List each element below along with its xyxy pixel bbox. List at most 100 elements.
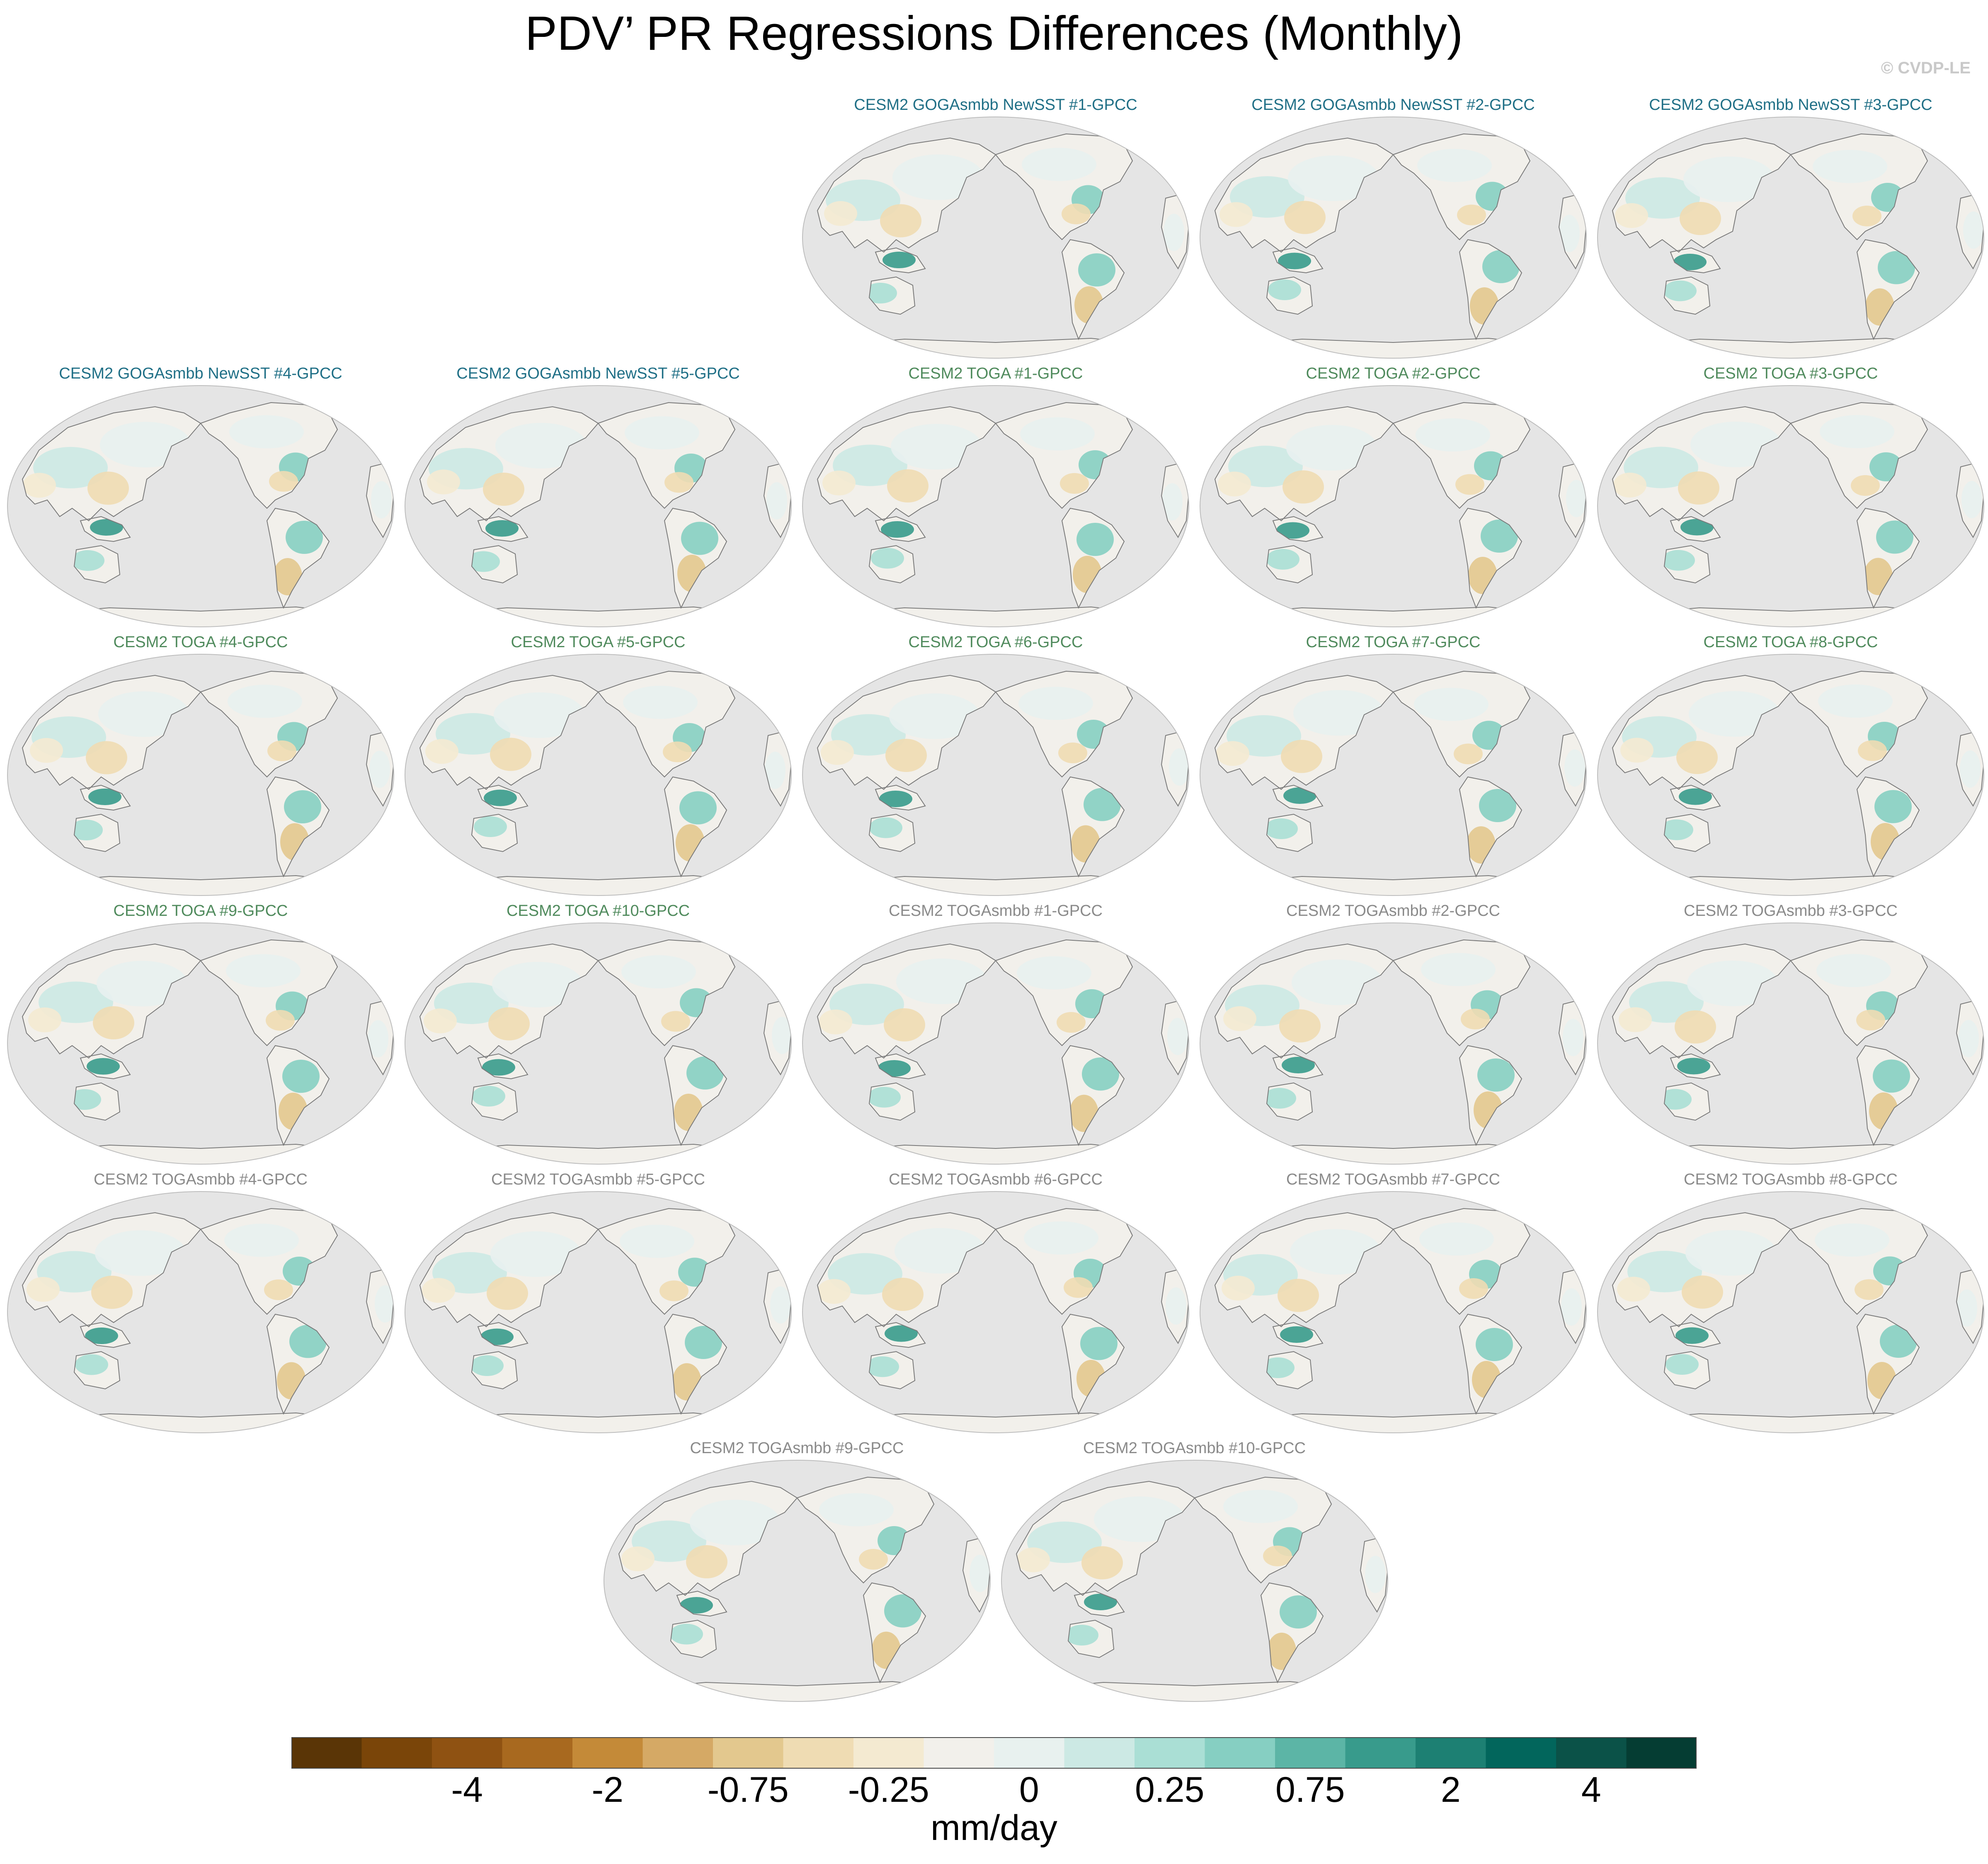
precip-anomaly-patch [689, 1500, 781, 1546]
coastline [1856, 507, 1920, 609]
globe-border [1200, 385, 1587, 627]
precip-anomaly-patch [1620, 738, 1653, 763]
colorbar-swatch [642, 1737, 713, 1769]
precip-anomaly-patch [1459, 1278, 1488, 1299]
colorbar-swatch [432, 1737, 502, 1769]
precip-anomaly-patch [1414, 688, 1489, 721]
globe-map [405, 385, 792, 627]
precip-anomaly-patch [1666, 1354, 1699, 1375]
coastline [925, 1464, 963, 1493]
precip-anomaly-patch [371, 481, 392, 519]
colorbar-swatch [291, 1737, 362, 1769]
precip-anomaly-patch [1563, 1019, 1583, 1056]
coastline [1612, 137, 1792, 253]
coastline [419, 1212, 599, 1328]
precip-anomaly-patch [488, 1007, 530, 1041]
panel-title: CESM2 TOGAsmbb #9-GPCC [690, 1439, 904, 1457]
land-greenland [329, 927, 366, 954]
coastline [1272, 516, 1324, 542]
precip-anomaly-patch [1663, 280, 1697, 301]
precip-anomaly-patch [1286, 425, 1377, 471]
precip-anomaly-patch [1852, 206, 1881, 226]
globe-map [802, 1191, 1189, 1433]
precip-anomaly-patch [375, 1285, 394, 1323]
precip-anomaly-patch [494, 692, 585, 738]
panel-title: CESM2 TOGA #8-GPCC [1703, 633, 1878, 651]
precip-anomaly-patch [1365, 1556, 1386, 1593]
land-greenland [727, 927, 764, 954]
coastline [726, 1195, 765, 1224]
colorbar-tick-label: 2 [1440, 1770, 1461, 1810]
precip-anomaly-patch [28, 1007, 61, 1032]
coastline [471, 813, 518, 852]
map-panel: CESM2 GOGAsmbb NewSST #2-GPCC [1198, 95, 1588, 360]
precip-anomaly-patch [770, 1286, 791, 1324]
globe-map [7, 1191, 394, 1433]
land-greenland [727, 1196, 764, 1223]
colorbar-swatch [1556, 1737, 1627, 1769]
precip-anomaly-patch [86, 741, 127, 774]
globe-map [7, 385, 394, 627]
precip-anomaly-patch [1020, 417, 1095, 451]
map-panel: CESM2 TOGA #9-GPCC [6, 900, 395, 1166]
globe-border [1597, 116, 1984, 359]
precip-anomaly-patch [1281, 740, 1322, 773]
panel-title: CESM2 TOGA #6-GPCC [908, 633, 1083, 651]
panel-title: CESM2 TOGAsmbb #1-GPCC [889, 902, 1103, 920]
coastline [22, 406, 201, 522]
coastline [80, 516, 131, 542]
precip-anomaly-patch [884, 1008, 925, 1041]
map-panel: CESM2 TOGAsmbb #6-GPCC [801, 1169, 1190, 1434]
globe-map [802, 654, 1189, 896]
precip-anomaly-patch [1162, 483, 1183, 521]
coastline [817, 137, 996, 253]
precip-anomaly-patch [1818, 684, 1893, 718]
precip-anomaly-patch [282, 1060, 320, 1093]
coastline [1123, 1195, 1162, 1224]
precip-anomaly-patch [1223, 1490, 1298, 1523]
coastline [266, 1313, 330, 1415]
precip-anomaly-patch [869, 817, 902, 838]
precip-anomaly-patch [1615, 203, 1648, 228]
precip-anomaly-patch [1057, 1012, 1086, 1033]
globe-border [7, 922, 394, 1165]
coastline [1272, 784, 1324, 811]
precip-anomaly-patch [483, 473, 524, 506]
coastline [1214, 406, 1394, 522]
precip-anomaly-patch [284, 790, 321, 823]
coastline [1123, 389, 1162, 418]
precip-anomaly-patch [1166, 1287, 1186, 1325]
globe-map [1597, 922, 1984, 1165]
precip-anomaly-patch [474, 816, 507, 837]
coastline [1061, 239, 1125, 340]
panel-title: CESM2 TOGA #2-GPCC [1306, 365, 1481, 382]
precip-anomaly-patch [425, 739, 458, 764]
precip-anomaly-patch [88, 789, 121, 805]
coastline [875, 247, 926, 274]
precip-anomaly-patch [685, 1326, 722, 1359]
map-panel: CESM2 TOGA #3-GPCC [1596, 363, 1986, 629]
precip-anomaly-patch [1022, 148, 1096, 181]
globe-map [1597, 385, 1984, 627]
precip-anomaly-patch [1566, 480, 1586, 517]
coastline [597, 670, 736, 778]
coastline [1272, 1053, 1324, 1080]
coastline [1459, 1313, 1523, 1415]
land-greenland [1522, 121, 1559, 148]
land-greenland [1323, 1465, 1360, 1492]
land-greenland [1124, 659, 1161, 686]
precip-anomaly-patch [1564, 749, 1585, 787]
globe-border [7, 1191, 394, 1433]
precip-anomaly-patch [485, 520, 519, 537]
precip-anomaly-patch [470, 1355, 504, 1376]
colorbar-swatch [1486, 1737, 1556, 1769]
precip-anomaly-patch [817, 1279, 851, 1304]
precip-anomaly-patch [681, 522, 718, 555]
precip-anomaly-patch [1064, 1277, 1093, 1298]
precip-anomaly-patch [1619, 1007, 1652, 1032]
precip-anomaly-patch [887, 469, 929, 502]
precip-anomaly-patch [884, 1594, 921, 1628]
precip-anomaly-patch [224, 1223, 299, 1257]
coastline [266, 776, 330, 878]
precip-anomaly-patch [1457, 204, 1486, 226]
